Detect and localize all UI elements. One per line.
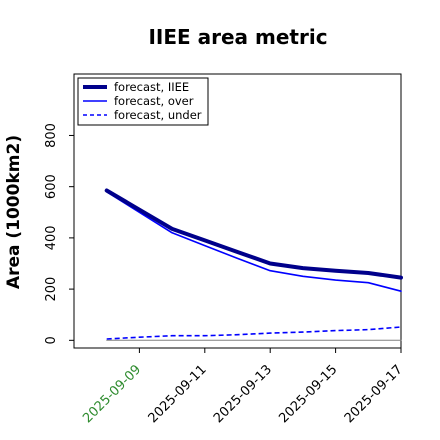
series-layer [104,188,403,341]
x-tick-label: 2025-09-11 [146,362,210,426]
x-tick-label: 2025-09-13 [211,362,275,426]
legend-label: forecast, under [114,108,202,122]
y-tick-label: 400 [44,225,59,250]
x-tick-label: 2025-09-17 [342,362,406,426]
y-tick-label: 800 [44,123,59,148]
legend-label: forecast, IIEE [114,80,189,94]
chart-title: IIEE area metric [148,25,327,49]
y-tick-label: 0 [44,336,59,344]
y-axis-label: Area (1000km2) [4,135,24,289]
plot-frame [73,73,402,349]
x-tick-label: 2025-09-15 [276,362,340,426]
series-line-forecast-iiee [104,188,403,280]
y-tick-label: 600 [44,174,59,199]
legend-label: forecast, over [114,94,194,108]
series-line-forecast-under [106,326,402,340]
y-tick-label: 200 [44,277,59,302]
x-tick-label: 2025-09-09 [80,362,144,426]
series-line-forecast-over [105,191,402,293]
